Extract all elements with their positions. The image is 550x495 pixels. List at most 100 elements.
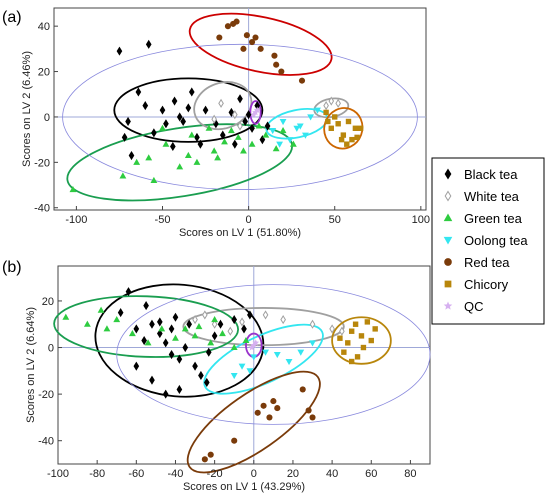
point-red-tea: [243, 32, 250, 39]
point-oolong-tea: [309, 340, 316, 347]
point-green-tea: [262, 131, 270, 138]
point-black-tea: [162, 338, 169, 348]
point-white-tea: [335, 98, 341, 108]
x-tick-label: 0: [246, 214, 252, 226]
point-black-tea: [145, 39, 152, 49]
point-oolong-tea: [246, 368, 254, 375]
point-black-tea: [185, 103, 192, 113]
point-oolong-tea: [302, 132, 309, 139]
confidence-ellipse-qc: [249, 100, 262, 125]
x-tick-label: -40: [168, 468, 184, 480]
point-green-tea: [145, 154, 153, 161]
point-black-tea: [217, 319, 224, 329]
point-green-tea: [219, 329, 226, 337]
series-chicory: [323, 109, 364, 147]
point-black-tea: [237, 94, 243, 104]
point-oolong-tea: [314, 107, 321, 114]
point-chicory: [348, 358, 355, 365]
x-tick-label: 20: [287, 468, 299, 480]
point-black-tea: [205, 347, 212, 357]
point-chicory: [337, 335, 343, 341]
point-chicory: [348, 328, 355, 334]
x-tick-label: 40: [326, 468, 338, 480]
point-black-tea: [241, 324, 247, 334]
point-white-tea: [262, 310, 269, 320]
point-black-tea: [117, 308, 124, 318]
point-green-tea: [195, 322, 203, 330]
point-red-tea: [271, 52, 278, 59]
point-qc: [253, 106, 261, 114]
panel-label: (b): [2, 259, 22, 276]
point-black-tea: [192, 361, 198, 371]
confidence-ellipse-black-tea: [94, 283, 265, 398]
confidence-ellipse-chicory: [331, 316, 392, 365]
point-black-tea: [168, 324, 175, 334]
point-chicory: [340, 132, 347, 138]
point-black-tea: [162, 389, 169, 399]
x-tick-label: 100: [412, 214, 430, 226]
point-black-tea: [142, 101, 149, 111]
point-green-tea: [83, 320, 91, 327]
series-black-tea: [117, 287, 253, 399]
point-black-tea: [188, 87, 195, 97]
point-black-tea: [170, 141, 176, 151]
point-red-tea: [270, 398, 277, 405]
point-chicory: [323, 109, 329, 116]
y-tick-label: -20: [38, 389, 54, 401]
series-chicory: [337, 319, 378, 365]
point-black-tea: [219, 130, 226, 140]
point-qc: [248, 343, 256, 351]
y-tick-label: 20: [42, 296, 54, 308]
point-oolong-tea: [276, 141, 284, 148]
point-green-tea: [119, 172, 127, 179]
legend: Black tea White tea Green tea Oolong tea Red…: [431, 157, 545, 325]
point-black-tea: [180, 116, 186, 127]
point-red-tea: [216, 34, 223, 41]
series-green-tea: [69, 122, 297, 193]
point-white-tea: [227, 326, 234, 336]
point-oolong-tea: [273, 351, 281, 359]
y-tick-label: 20: [38, 67, 50, 79]
point-white-tea: [237, 121, 243, 131]
point-red-tea: [207, 451, 214, 458]
point-green-tea: [207, 339, 215, 346]
point-chicory: [332, 114, 338, 120]
point-chicory: [368, 337, 374, 344]
point-black-tea: [203, 377, 210, 388]
point-white-tea: [211, 319, 218, 329]
legend-marker-oolong-tea: [443, 236, 453, 245]
x-tick-label: 80: [404, 468, 416, 480]
point-green-tea: [214, 154, 222, 161]
panel-label: (a): [2, 9, 22, 26]
point-chicory: [354, 134, 360, 141]
point-black-tea: [172, 312, 179, 322]
point-black-tea: [182, 342, 189, 353]
point-red-tea: [273, 61, 280, 68]
point-red-tea: [254, 409, 261, 416]
point-red-tea: [305, 407, 312, 414]
x-axis-label: Scores on LV 1 (51.80%): [179, 227, 301, 239]
point-red-tea: [298, 77, 306, 84]
y-tick-label: 40: [38, 21, 50, 33]
point-green-tea: [159, 124, 166, 131]
point-red-tea: [299, 386, 306, 393]
y-tick-label: 0: [48, 343, 54, 355]
x-tick-label: -100: [47, 468, 69, 480]
point-black-tea: [245, 110, 252, 120]
point-black-tea: [143, 301, 149, 311]
legend-marker-white-tea: [444, 190, 452, 202]
x-tick-label: -20: [207, 468, 223, 480]
confidence-ellipse-red-tea: [186, 370, 321, 474]
point-green-tea: [230, 343, 238, 351]
point-green-tea: [150, 176, 158, 184]
confidence-ellipse-black-tea: [113, 77, 264, 143]
point-white-tea: [280, 315, 286, 325]
series-black-tea: [116, 39, 271, 161]
point-chicory: [357, 125, 364, 131]
point-white-tea: [218, 98, 224, 108]
point-black-tea: [141, 335, 147, 346]
confidence-ellipse-white-tea: [182, 307, 345, 347]
point-black-tea: [135, 87, 142, 97]
point-green-tea: [181, 325, 189, 332]
point-white-tea: [323, 101, 329, 111]
